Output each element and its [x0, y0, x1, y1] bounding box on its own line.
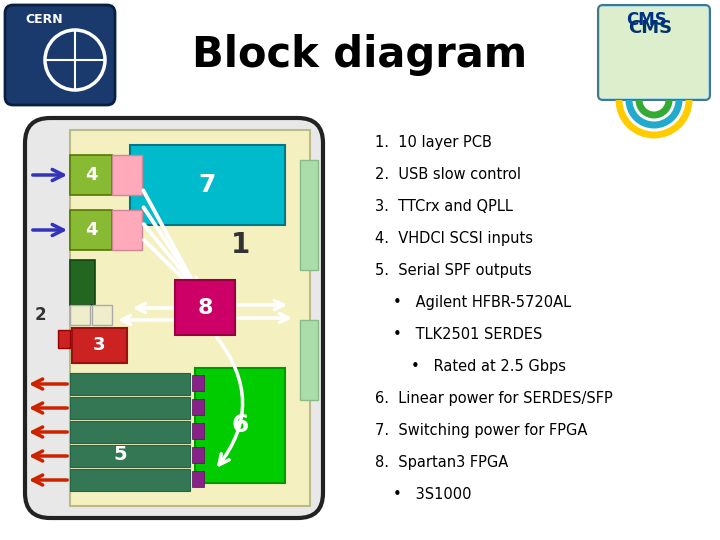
- Bar: [600, 7, 708, 98]
- Text: 4.  VHDCI SCSI inputs: 4. VHDCI SCSI inputs: [375, 231, 533, 246]
- Bar: [192, 471, 204, 487]
- Text: 8.  Spartan3 FPGA: 8. Spartan3 FPGA: [375, 455, 508, 470]
- Text: 3.  TTCrx and QPLL: 3. TTCrx and QPLL: [375, 199, 513, 214]
- Bar: [300, 320, 318, 400]
- Text: 2.  USB slow control: 2. USB slow control: [375, 167, 521, 182]
- Text: •   TLK2501 SERDES: • TLK2501 SERDES: [393, 327, 542, 342]
- Text: •   Agilent HFBR-5720AL: • Agilent HFBR-5720AL: [393, 295, 571, 310]
- Bar: [70, 260, 95, 305]
- Text: 6: 6: [231, 414, 248, 437]
- Bar: [192, 423, 204, 439]
- Bar: [192, 375, 204, 391]
- Bar: [175, 280, 235, 335]
- Bar: [70, 210, 112, 250]
- Bar: [92, 305, 112, 325]
- Bar: [300, 160, 318, 270]
- Text: CERN: CERN: [25, 13, 63, 26]
- Text: 8: 8: [197, 298, 212, 318]
- Text: 3: 3: [94, 336, 106, 354]
- Text: 5.  Serial SPF outputs: 5. Serial SPF outputs: [375, 263, 532, 278]
- Text: 7: 7: [199, 173, 216, 197]
- Text: 5: 5: [113, 446, 127, 464]
- Text: 7.  Switching power for FPGA: 7. Switching power for FPGA: [375, 423, 588, 438]
- Bar: [112, 210, 142, 250]
- Bar: [70, 373, 190, 395]
- Bar: [192, 447, 204, 463]
- Text: CMS: CMS: [626, 11, 667, 29]
- FancyBboxPatch shape: [25, 118, 323, 518]
- Bar: [130, 145, 285, 225]
- Text: CMS: CMS: [628, 19, 672, 37]
- Bar: [195, 368, 285, 483]
- Text: Block diagram: Block diagram: [192, 34, 528, 76]
- FancyBboxPatch shape: [598, 5, 710, 100]
- Text: 1: 1: [230, 231, 250, 259]
- Text: •   Rated at 2.5 Gbps: • Rated at 2.5 Gbps: [411, 359, 566, 374]
- Bar: [72, 328, 127, 363]
- Bar: [58, 330, 70, 348]
- Text: 6.  Linear power for SERDES/SFP: 6. Linear power for SERDES/SFP: [375, 391, 613, 406]
- Text: 1.  10 layer PCB: 1. 10 layer PCB: [375, 135, 492, 150]
- Bar: [192, 399, 204, 415]
- Text: 2: 2: [34, 306, 46, 324]
- Bar: [70, 155, 112, 195]
- Bar: [70, 305, 90, 325]
- Bar: [70, 469, 190, 491]
- Bar: [70, 445, 190, 467]
- Bar: [70, 397, 190, 419]
- Text: •   3S1000: • 3S1000: [393, 487, 472, 502]
- Bar: [112, 155, 142, 195]
- FancyBboxPatch shape: [5, 5, 115, 105]
- Bar: [70, 421, 190, 443]
- Bar: [70, 130, 310, 506]
- Text: 4: 4: [85, 166, 97, 184]
- Text: 4: 4: [85, 221, 97, 239]
